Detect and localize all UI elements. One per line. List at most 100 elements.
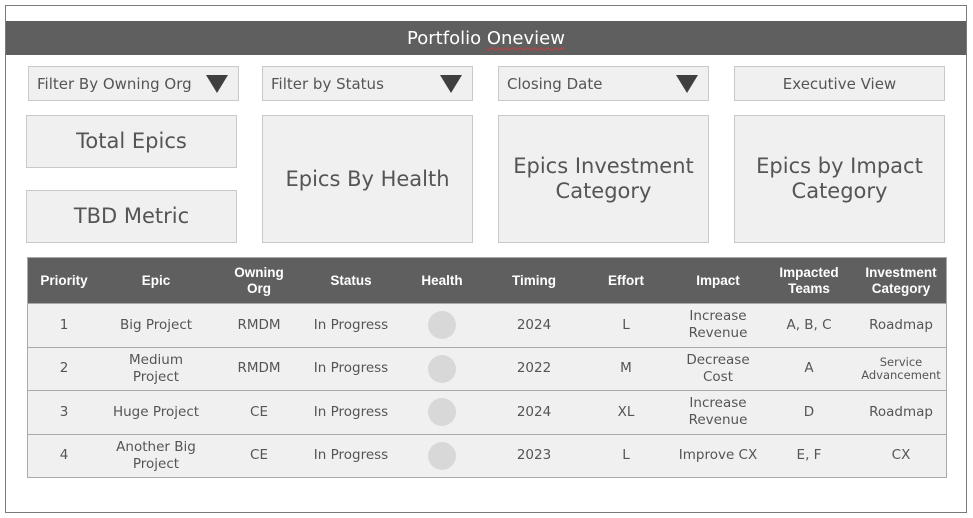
- cell-priority: 1: [59, 316, 69, 333]
- cell-epic: Huge Project: [100, 391, 212, 433]
- header-health[interactable]: Health: [421, 272, 463, 288]
- header-impacted-teams-line1: Impacted: [779, 264, 839, 280]
- closing-date-dropdown[interactable]: Closing Date: [498, 66, 709, 101]
- health-status-dot-icon: [428, 354, 456, 383]
- table-row[interactable]: 1 Big Project RMDM In Progress 2024 L Increase…: [28, 303, 946, 346]
- tbd-metric-label: TBD Metric: [73, 204, 190, 228]
- cell-epic-line1: Medium: [129, 351, 183, 368]
- cell-inv: Roadmap: [854, 391, 948, 433]
- epics-by-impact-category-card[interactable]: Epics by Impact Category: [734, 115, 945, 243]
- cell-status: In Progress: [313, 447, 389, 463]
- cell-timing: 2024: [516, 403, 552, 420]
- executive-view-button[interactable]: Executive View: [734, 66, 945, 101]
- cell-org: RMDM: [237, 360, 281, 376]
- cell-teams: D: [803, 403, 815, 420]
- cell-impact-line1: Decrease: [686, 351, 750, 368]
- cell-inv-line1: Service: [879, 354, 923, 369]
- cell-health: [396, 304, 488, 346]
- cell-inv-line1: Roadmap: [869, 403, 933, 420]
- cell-inv: Service Advancement: [854, 348, 948, 390]
- cell-epic-line2: Project: [132, 455, 180, 472]
- cell-impact: Improve CX: [672, 435, 764, 477]
- cell-impact-line1: Increase: [689, 395, 747, 411]
- epics-investment-category-card[interactable]: Epics Investment Category: [498, 115, 709, 243]
- cell-teams: A, B, C: [786, 316, 832, 333]
- cell-epic-line1: Another Big: [116, 438, 196, 455]
- dropdown-arrow-icon: [440, 74, 462, 93]
- header-status[interactable]: Status: [330, 272, 372, 288]
- cell-impact-line2: Cost: [702, 368, 733, 385]
- header-priority[interactable]: Priority: [40, 272, 88, 288]
- cell-inv: CX: [854, 435, 948, 477]
- cell-impact-line2: Revenue: [688, 325, 748, 341]
- status-filter-dropdown[interactable]: Filter by Status: [262, 66, 473, 101]
- header-investment-line2: Category: [871, 280, 931, 296]
- impact-card-label-line1: Epics by Impact: [756, 154, 923, 178]
- cell-epic-line1: Huge Project: [112, 403, 200, 420]
- table-row[interactable]: 4 Another Big Project CE In Progress 2023 L Imp…: [28, 433, 948, 477]
- cell-status: In Progress: [313, 403, 389, 420]
- cell-effort: L: [622, 447, 630, 463]
- header-investment-line1: Investment: [865, 264, 937, 280]
- cell-epic: Big Project: [100, 304, 212, 346]
- cell-inv-line1: CX: [891, 447, 911, 463]
- cell-impact-line1: Improve CX: [678, 447, 758, 463]
- header-impacted-teams[interactable]: Impacted Teams: [764, 258, 854, 303]
- cell-health: [396, 435, 488, 477]
- impact-card-label-line2: Category: [791, 179, 888, 203]
- header-owning-org[interactable]: Owning Org: [212, 258, 306, 303]
- epics-by-health-card[interactable]: Epics By Health: [262, 115, 473, 243]
- cell-epic-line2: Project: [132, 368, 180, 385]
- cell-org: CE: [250, 447, 268, 463]
- cell-timing: 2024: [516, 316, 552, 333]
- cell-impact: Increase Revenue: [672, 304, 764, 346]
- dropdown-arrow-icon: [676, 74, 698, 93]
- owning-org-filter-dropdown[interactable]: Filter By Owning Org: [28, 66, 239, 101]
- owning-org-filter-label: Filter By Owning Org: [37, 74, 192, 93]
- cell-impact-line1: Increase: [689, 308, 747, 324]
- header-investment-category[interactable]: Investment Category: [854, 258, 948, 303]
- investment-card-label-line1: Epics Investment: [513, 154, 694, 178]
- header-timing[interactable]: Timing: [511, 272, 556, 288]
- cell-priority: 4: [59, 447, 69, 463]
- cell-org: CE: [250, 403, 268, 420]
- cell-priority: 3: [59, 403, 69, 420]
- title-word-portfolio: Portfolio: [407, 27, 482, 49]
- cell-inv-line1: Roadmap: [869, 316, 933, 333]
- cell-inv-line2: Advancement: [861, 367, 941, 382]
- cell-org: RMDM: [237, 316, 281, 333]
- header-impacted-teams-line2: Teams: [788, 280, 830, 296]
- header-impact[interactable]: Impact: [696, 272, 740, 288]
- health-status-dot-icon: [428, 441, 456, 470]
- cell-timing: 2023: [516, 447, 552, 463]
- cell-timing: 2022: [516, 360, 552, 376]
- cell-inv: Roadmap: [854, 304, 948, 346]
- header-effort[interactable]: Effort: [608, 272, 644, 288]
- epics-by-health-label: Epics By Health: [285, 166, 450, 191]
- cell-epic: Another Big Project: [100, 435, 212, 477]
- health-status-dot-icon: [428, 398, 456, 426]
- header-owning-org-line1: Owning: [234, 264, 284, 280]
- cell-impact: Decrease Cost: [672, 348, 764, 390]
- cell-impact-line2: Revenue: [688, 412, 748, 428]
- header-epic[interactable]: Epic: [141, 272, 171, 288]
- table-row[interactable]: 3 Huge Project CE In Progress 2024 XL Increase…: [28, 390, 946, 433]
- cell-health: [396, 348, 488, 390]
- closing-date-label: Closing Date: [507, 74, 603, 93]
- dropdown-arrow-icon: [206, 74, 228, 93]
- cell-epic: Medium Project: [100, 348, 212, 390]
- cell-status: In Progress: [313, 360, 389, 376]
- cell-status: In Progress: [313, 316, 389, 333]
- cell-teams: E, F: [796, 447, 822, 463]
- table-row[interactable]: 2 Medium Project RMDM In Progress 2022 M Decrea…: [28, 346, 948, 390]
- total-epics-label: Total Epics: [76, 129, 187, 153]
- total-epics-card[interactable]: Total Epics: [26, 115, 237, 168]
- executive-view-label: Executive View: [782, 74, 897, 93]
- cell-effort: L: [622, 316, 630, 333]
- tbd-metric-card[interactable]: TBD Metric: [26, 190, 237, 243]
- investment-card-label-line2: Category: [555, 179, 652, 203]
- table-header: Priority Epic Owning Org Status Health T…: [28, 258, 946, 303]
- status-filter-label: Filter by Status: [271, 74, 384, 93]
- cell-effort: M: [620, 360, 632, 376]
- page-title: Portfolio Oneview: [6, 21, 966, 55]
